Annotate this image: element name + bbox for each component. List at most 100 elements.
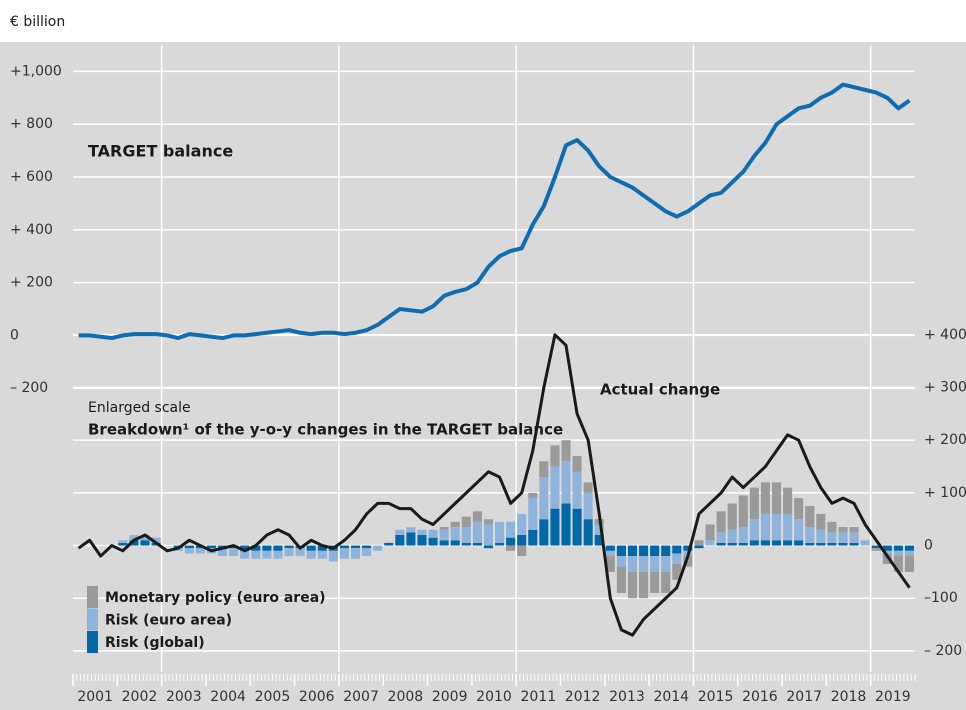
bar-segment (882, 545, 892, 551)
bar-segment (506, 537, 516, 546)
x-tick-label: 2018 (831, 689, 867, 705)
bar-segment (838, 542, 848, 546)
bar-segment (827, 542, 837, 546)
bar-segment (395, 535, 405, 546)
bar-segment (295, 548, 305, 557)
bar-segment (738, 495, 748, 528)
x-tick-label: 2011 (520, 689, 556, 705)
bar-segment (716, 511, 726, 533)
bar-segment (528, 498, 538, 530)
bar-segment (849, 542, 859, 546)
unit-label: € billion (10, 14, 65, 30)
bar-segment (206, 545, 217, 549)
y2-tick-label: + 300 (924, 379, 966, 395)
bar-segment (251, 550, 261, 559)
bar-segment (860, 540, 870, 546)
bar-segment (672, 545, 682, 554)
x-tick-label: 2013 (609, 689, 645, 705)
x-tick-label: 2010 (476, 689, 512, 705)
bar-segment (362, 545, 372, 549)
bar-segment (816, 529, 826, 543)
bar-segment (661, 556, 671, 572)
bar-segment (129, 535, 139, 541)
bar-segment (506, 521, 516, 538)
bar-segment (517, 545, 527, 557)
bars (118, 440, 915, 599)
bar-segment (627, 545, 638, 557)
bar-segment (849, 532, 859, 543)
bar-segment (184, 545, 194, 549)
bar-segment (494, 521, 505, 543)
bar-segment (616, 556, 626, 567)
bar-segment (650, 571, 660, 593)
bar-segment (550, 445, 560, 467)
bar-segment (439, 527, 449, 530)
bar-segment (483, 519, 494, 525)
bar-segment (672, 563, 682, 580)
labels: TARGET balance Enlarged scale Breakdown¹… (10, 63, 966, 705)
bar-segment (783, 487, 793, 514)
y-tick-label: +1,000 (10, 63, 62, 79)
bar-segment (528, 492, 538, 499)
x-tick-label: 2006 (299, 689, 335, 705)
bar-segment (594, 524, 604, 536)
legend: Monetary policy (euro area) Risk (euro ar… (87, 586, 326, 653)
bar-segment (461, 542, 471, 546)
bar-segment (871, 545, 881, 549)
bar-segment (339, 548, 349, 559)
x-tick-label: 2015 (698, 689, 734, 705)
bar-segment (517, 513, 527, 536)
bar-segment (716, 532, 726, 543)
x-tick-label: 2009 (432, 689, 468, 705)
bar-segment (572, 508, 582, 546)
legend-label: Monetary policy (euro area) (105, 590, 326, 606)
x-tick-label: 2019 (875, 689, 911, 705)
bar-segment (472, 511, 482, 522)
bar-segment (650, 545, 660, 557)
bar-segment (284, 545, 294, 549)
y-tick-label: + 800 (10, 116, 53, 132)
bar-segment (749, 487, 759, 520)
bar-segment (683, 545, 693, 551)
bar-segment (550, 508, 560, 546)
bar-segment (827, 521, 837, 533)
bar-segment (129, 540, 139, 546)
bar-segment (583, 519, 593, 546)
bar-segment (184, 548, 194, 554)
bar-segment (428, 529, 438, 538)
x-tick-label: 2008 (388, 689, 424, 705)
bar-segment (683, 556, 693, 567)
bar-segment (738, 542, 748, 546)
bar-segment (816, 513, 826, 530)
bar-segment (639, 556, 649, 572)
bar-segment (827, 532, 837, 543)
bar-segment (151, 537, 161, 543)
bar-segment (306, 550, 316, 559)
bar-segment (317, 545, 327, 551)
bar-segment (882, 550, 892, 554)
bar-segment (539, 461, 549, 478)
bar-segment (749, 519, 759, 541)
bar-segment (517, 535, 527, 546)
bar-segment (417, 535, 427, 546)
bar-segment (362, 548, 372, 557)
bar-segment (240, 550, 250, 559)
bar-segment (461, 516, 471, 528)
bar-segment (893, 556, 903, 572)
bar-segment (118, 542, 128, 546)
bar-segment (605, 545, 615, 551)
x-tick-label: 2002 (122, 689, 158, 705)
bar-segment (838, 527, 848, 533)
bar-segment (694, 540, 704, 546)
bar-segment (760, 540, 770, 546)
bar-segment (328, 550, 338, 562)
bar-segment (794, 540, 804, 546)
bar-segment (794, 498, 804, 520)
bar-segment (639, 545, 649, 557)
legend-swatch (87, 631, 98, 653)
header (0, 0, 966, 40)
bar-segment (871, 548, 881, 551)
y-tick-label: + 400 (10, 222, 53, 238)
bar-segment (583, 482, 593, 493)
